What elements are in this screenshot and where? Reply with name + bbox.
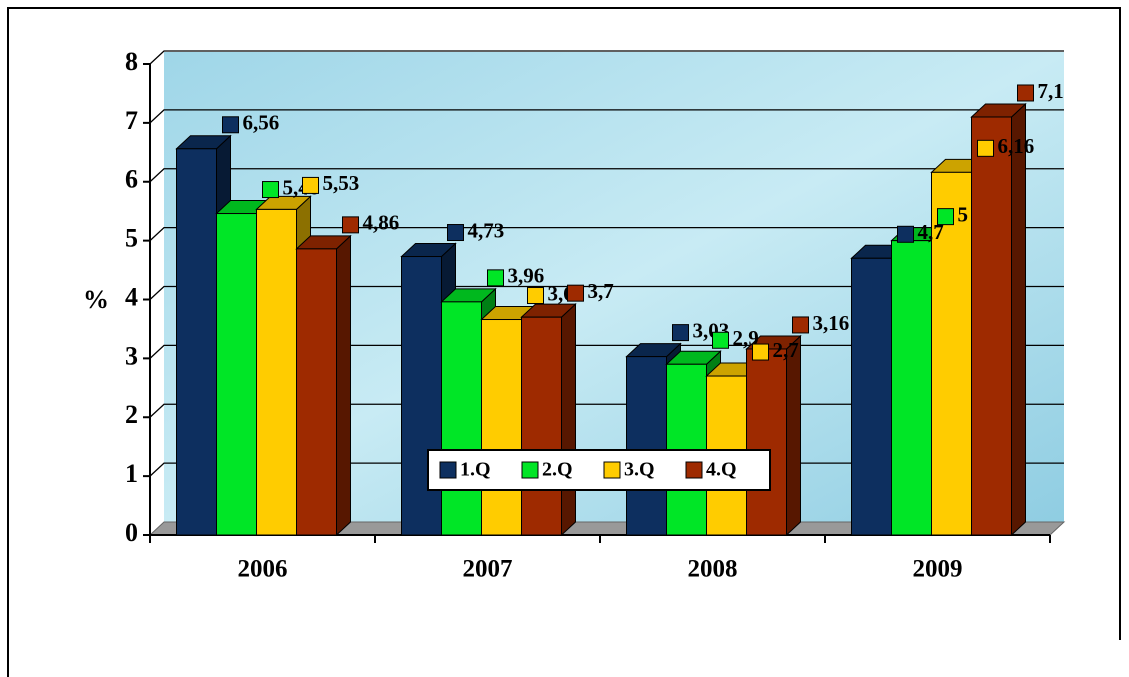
data-label: 6,56 — [243, 111, 280, 135]
label-key — [527, 287, 544, 305]
data-label: 3,7 — [588, 279, 614, 303]
label-key — [487, 269, 504, 287]
bar — [256, 208, 297, 536]
legend-key — [603, 461, 621, 479]
bar — [931, 171, 972, 536]
bar — [176, 148, 217, 536]
y-tick-label: 3 — [125, 341, 138, 370]
y-tick-label: 0 — [125, 518, 138, 547]
label-key — [567, 284, 584, 302]
y-tick-label: 2 — [125, 400, 138, 429]
y-tick-label: 7 — [125, 106, 138, 135]
data-label: 5,53 — [323, 171, 360, 195]
y-axis-label: % — [83, 285, 109, 314]
y-tick-label: 4 — [125, 282, 138, 311]
bar-side — [336, 234, 351, 537]
label-key — [792, 316, 809, 334]
frame — [7, 7, 1121, 677]
x-tick-label: 2007 — [463, 556, 513, 583]
data-label: 6,16 — [998, 134, 1035, 158]
bar — [481, 319, 522, 536]
legend-key — [439, 461, 457, 479]
grid-line — [149, 226, 1064, 242]
data-label: 3,16 — [813, 311, 850, 335]
bar — [441, 301, 482, 536]
y-tick-label: 5 — [125, 224, 138, 253]
label-key — [302, 176, 319, 194]
data-label: 4,73 — [468, 218, 505, 242]
label-key — [222, 116, 239, 134]
data-label: 7,1 — [1038, 79, 1064, 103]
label-key — [937, 208, 954, 226]
label-key — [752, 343, 769, 361]
label-key — [712, 331, 729, 349]
bar — [521, 316, 562, 536]
y-tick-label: 1 — [125, 459, 138, 488]
label-key — [447, 224, 464, 242]
legend — [427, 449, 771, 491]
x-tick-label: 2006 — [238, 556, 288, 583]
bar-side — [786, 334, 801, 537]
data-label: 4,86 — [363, 211, 400, 235]
label-key — [897, 225, 914, 243]
bar — [401, 256, 442, 536]
bar — [891, 240, 932, 536]
legend-label: 2.Q — [542, 459, 573, 481]
bar — [216, 213, 257, 536]
label-key — [342, 216, 359, 234]
bar — [626, 356, 667, 536]
label-key — [262, 181, 279, 199]
y-tick-label: 6 — [125, 165, 138, 194]
x-tick-label: 2009 — [913, 556, 963, 583]
label-key — [672, 324, 689, 342]
label-key — [1017, 84, 1034, 102]
legend-key — [521, 461, 539, 479]
y-tick-label: 8 — [125, 47, 138, 76]
data-label: 5 — [958, 202, 969, 226]
bar — [971, 116, 1012, 536]
legend-label: 1.Q — [460, 459, 491, 481]
legend-key — [685, 461, 703, 479]
x-tick-label: 2008 — [688, 556, 738, 583]
grid-line — [149, 168, 1064, 183]
data-label: 3,96 — [508, 264, 545, 288]
bar-side — [561, 303, 576, 537]
grid-line — [149, 50, 1064, 65]
bar — [851, 257, 892, 536]
bar — [746, 348, 787, 536]
data-label: 2,7 — [773, 338, 799, 362]
bar — [296, 248, 337, 536]
grid-line — [149, 109, 1064, 124]
legend-label: 3.Q — [624, 459, 655, 481]
grid-line — [149, 285, 1064, 300]
bar-side — [1011, 102, 1026, 537]
label-key — [977, 139, 994, 157]
legend-label: 4.Q — [706, 459, 737, 481]
